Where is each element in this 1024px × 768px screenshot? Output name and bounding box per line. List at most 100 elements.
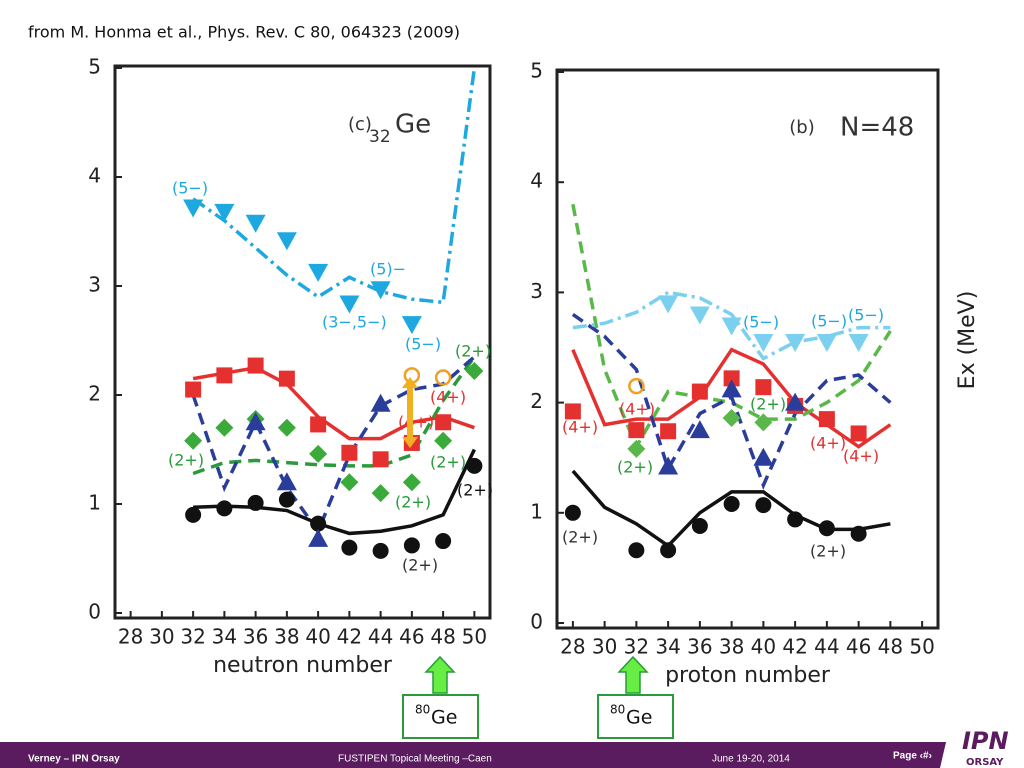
citation: from M. Honma et al., Phys. Rev. C 80, 0… — [28, 23, 460, 42]
level-label: (4+) — [398, 413, 434, 432]
data-point — [753, 447, 774, 466]
x-tick-label: 28 — [118, 625, 143, 649]
theory-line — [192, 365, 475, 441]
data-point — [435, 414, 452, 431]
data-point — [721, 317, 742, 336]
nucleus-z: 32 — [369, 127, 391, 147]
x-tick-label: 34 — [655, 635, 680, 659]
data-point — [245, 412, 266, 431]
data-point — [247, 357, 264, 374]
data-point — [341, 539, 358, 556]
level-label: (2+) — [810, 542, 846, 561]
x-tick-label: 44 — [814, 635, 839, 659]
data-point — [277, 418, 296, 437]
data-point — [434, 369, 452, 386]
data-point — [434, 431, 453, 450]
y-tick-label: 2 — [88, 382, 101, 406]
data-point — [628, 422, 645, 439]
y-tick-label: 4 — [530, 169, 543, 193]
data-point — [372, 542, 389, 559]
level-label: (3−,5−) — [322, 313, 387, 332]
data-point — [785, 333, 806, 352]
level-label: (5−) — [848, 306, 884, 325]
data-point — [245, 214, 266, 233]
level-label: (4+) — [430, 388, 466, 407]
x-tick-label: 30 — [592, 635, 617, 659]
data-point — [564, 504, 581, 521]
nucleus: N=48 — [840, 113, 914, 143]
data-point — [691, 518, 708, 535]
level-label: (2+) — [168, 451, 204, 470]
data-point — [308, 528, 329, 547]
data-point — [309, 444, 328, 463]
y-tick-label: 3 — [530, 279, 543, 303]
level-label: (2+) — [457, 481, 493, 500]
x-tick-label: 28 — [560, 635, 585, 659]
data-point — [183, 199, 204, 218]
y-tick-label: 3 — [88, 273, 101, 297]
data-point — [721, 379, 742, 398]
x-tick-label: 48 — [878, 635, 903, 659]
level-label: (2+) — [750, 395, 786, 414]
level-label: (5−) — [811, 312, 847, 331]
data-point — [755, 497, 772, 514]
logo-bg — [940, 718, 1024, 768]
theory-line — [571, 347, 892, 449]
x-tick-label: 36 — [243, 625, 268, 649]
footer-page: Page ‹#› — [893, 751, 932, 762]
data-point — [310, 515, 327, 532]
data-point — [722, 409, 741, 428]
y-tick-label: 4 — [88, 164, 101, 188]
data-point — [848, 333, 869, 352]
level-label: (5)− — [370, 260, 406, 279]
y-tick-label: 1 — [88, 491, 101, 515]
x-tick-label: 44 — [368, 625, 393, 649]
data-point — [818, 411, 835, 428]
data-point — [403, 537, 420, 554]
data-point — [276, 232, 297, 251]
data-point — [308, 263, 329, 282]
panel-label: (b) — [789, 117, 814, 138]
data-point — [215, 418, 234, 437]
data-point — [370, 393, 391, 412]
data-point — [689, 420, 710, 439]
data-point — [818, 520, 835, 537]
callout-arrow — [617, 655, 649, 694]
data-point — [755, 379, 772, 396]
x-tick-label: 32 — [624, 635, 649, 659]
plot-frame — [113, 64, 492, 620]
level-label: (5−) — [405, 335, 441, 354]
level-label: (5−) — [743, 313, 779, 332]
logo-sub: ORSAY — [966, 757, 1004, 768]
level-label: (2+) — [395, 493, 431, 512]
data-point — [660, 423, 677, 440]
y-tick-label: 5 — [88, 55, 101, 79]
x-tick-label: 30 — [149, 625, 174, 649]
callout-box — [402, 694, 479, 739]
x-axis-label: proton number — [665, 663, 831, 688]
x-tick-label: 32 — [180, 625, 205, 649]
data-point — [310, 416, 327, 433]
theory-line — [191, 355, 476, 535]
theory-line — [571, 469, 891, 549]
y-tick-label: 0 — [88, 600, 101, 624]
data-point — [340, 473, 359, 492]
data-point — [850, 525, 867, 542]
footer-date: June 19-20, 2014 — [712, 754, 790, 765]
data-point — [370, 281, 391, 300]
data-point — [689, 306, 710, 325]
data-point — [816, 333, 837, 352]
data-point — [435, 533, 452, 550]
y-tick-label: 2 — [530, 389, 543, 413]
x-tick-label: 36 — [687, 635, 712, 659]
theory-line — [571, 203, 892, 451]
data-point — [185, 506, 202, 523]
logo: IPN — [962, 727, 1009, 755]
x-tick-label: 38 — [719, 635, 744, 659]
x-tick-label: 50 — [909, 635, 934, 659]
data-point — [371, 484, 390, 503]
level-label: (2+) — [617, 458, 653, 477]
data-point — [660, 542, 677, 559]
data-point — [723, 370, 740, 387]
